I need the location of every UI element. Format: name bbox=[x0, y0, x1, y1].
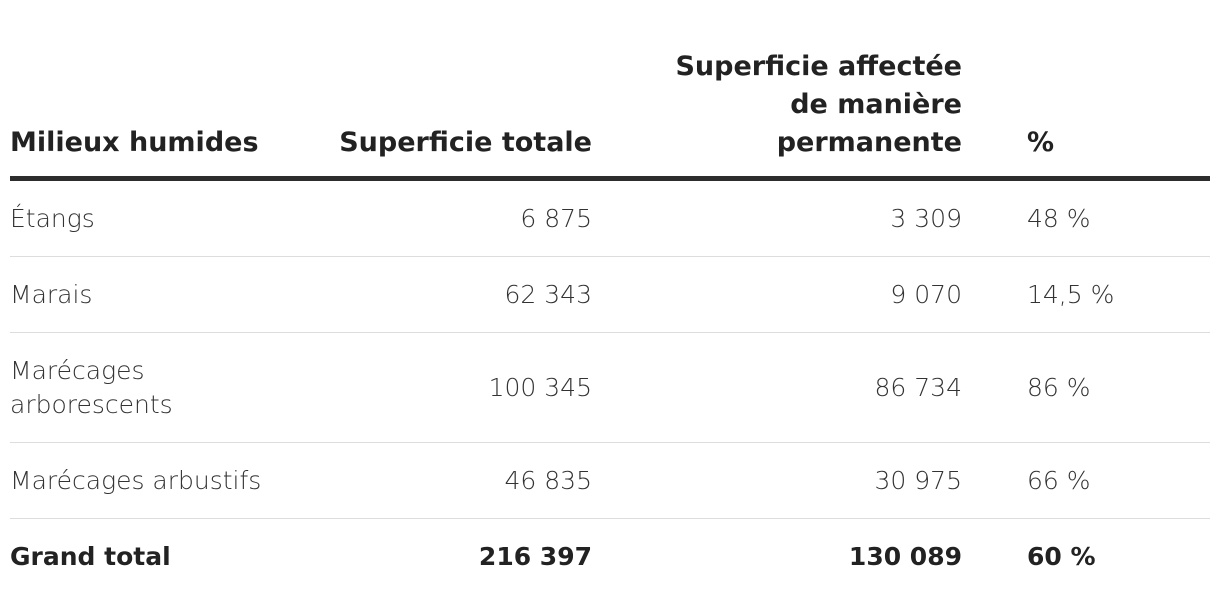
header-superficie-affectee-text: Superficie affectée de manière permanent… bbox=[675, 51, 962, 158]
cell-percent: 66 % bbox=[962, 442, 1210, 519]
table-row: Marais 62 343 9 070 14,5 % bbox=[10, 256, 1210, 333]
header-row: Milieux humides Superficie totale Superf… bbox=[10, 48, 1210, 181]
cell-total-area: 62 343 bbox=[290, 256, 592, 333]
cell-total-area: 100 345 bbox=[290, 332, 592, 443]
cell-affected-area: 3 309 bbox=[592, 178, 962, 257]
table-header: Milieux humides Superficie totale Superf… bbox=[10, 48, 1210, 181]
cell-affected-area: 9 070 bbox=[592, 256, 962, 333]
table-row: Marécages arbustifs 46 835 30 975 66 % bbox=[10, 442, 1210, 519]
cell-affected-area: 130 089 bbox=[848, 542, 962, 571]
cell-percent: 86 % bbox=[962, 332, 1210, 443]
cell-wetland-type: Grand total bbox=[10, 542, 171, 571]
cell-total-area: 6 875 bbox=[290, 178, 592, 257]
cell-wetland-type: Étangs bbox=[10, 178, 290, 257]
cell-affected-area: 30 975 bbox=[592, 442, 962, 519]
cell-wetland-type: Marécages arborescents bbox=[10, 332, 290, 443]
cell-affected-area: 86 734 bbox=[592, 332, 962, 443]
table-row: Étangs 6 875 3 309 48 % bbox=[10, 178, 1210, 257]
wetlands-table: Milieux humides Superficie totale Superf… bbox=[10, 48, 1210, 595]
cell-percent: 60 % bbox=[1027, 542, 1096, 571]
header-superficie-totale: Superficie totale bbox=[290, 48, 592, 181]
cell-wetland-type: Marécages arbustifs bbox=[10, 442, 290, 519]
table-row-grand-total: Grand total 216 397 130 089 60 % bbox=[10, 519, 1210, 596]
cell-wetland-type-text: Marécages arborescents bbox=[10, 355, 173, 419]
cell-wetland-type: Marais bbox=[10, 256, 290, 333]
header-percent: % bbox=[962, 48, 1210, 181]
header-superficie-affectee: Superficie affectée de manière permanent… bbox=[592, 48, 962, 181]
header-milieux-humides: Milieux humides bbox=[10, 48, 290, 181]
cell-total-area: 46 835 bbox=[290, 442, 592, 519]
cell-percent: 48 % bbox=[962, 178, 1210, 257]
cell-total-area: 216 397 bbox=[478, 542, 592, 571]
table-body: Étangs 6 875 3 309 48 % Marais 62 343 9 … bbox=[10, 178, 1210, 596]
table-row: Marécages arborescents 100 345 86 734 86… bbox=[10, 332, 1210, 443]
cell-percent: 14,5 % bbox=[962, 256, 1210, 333]
